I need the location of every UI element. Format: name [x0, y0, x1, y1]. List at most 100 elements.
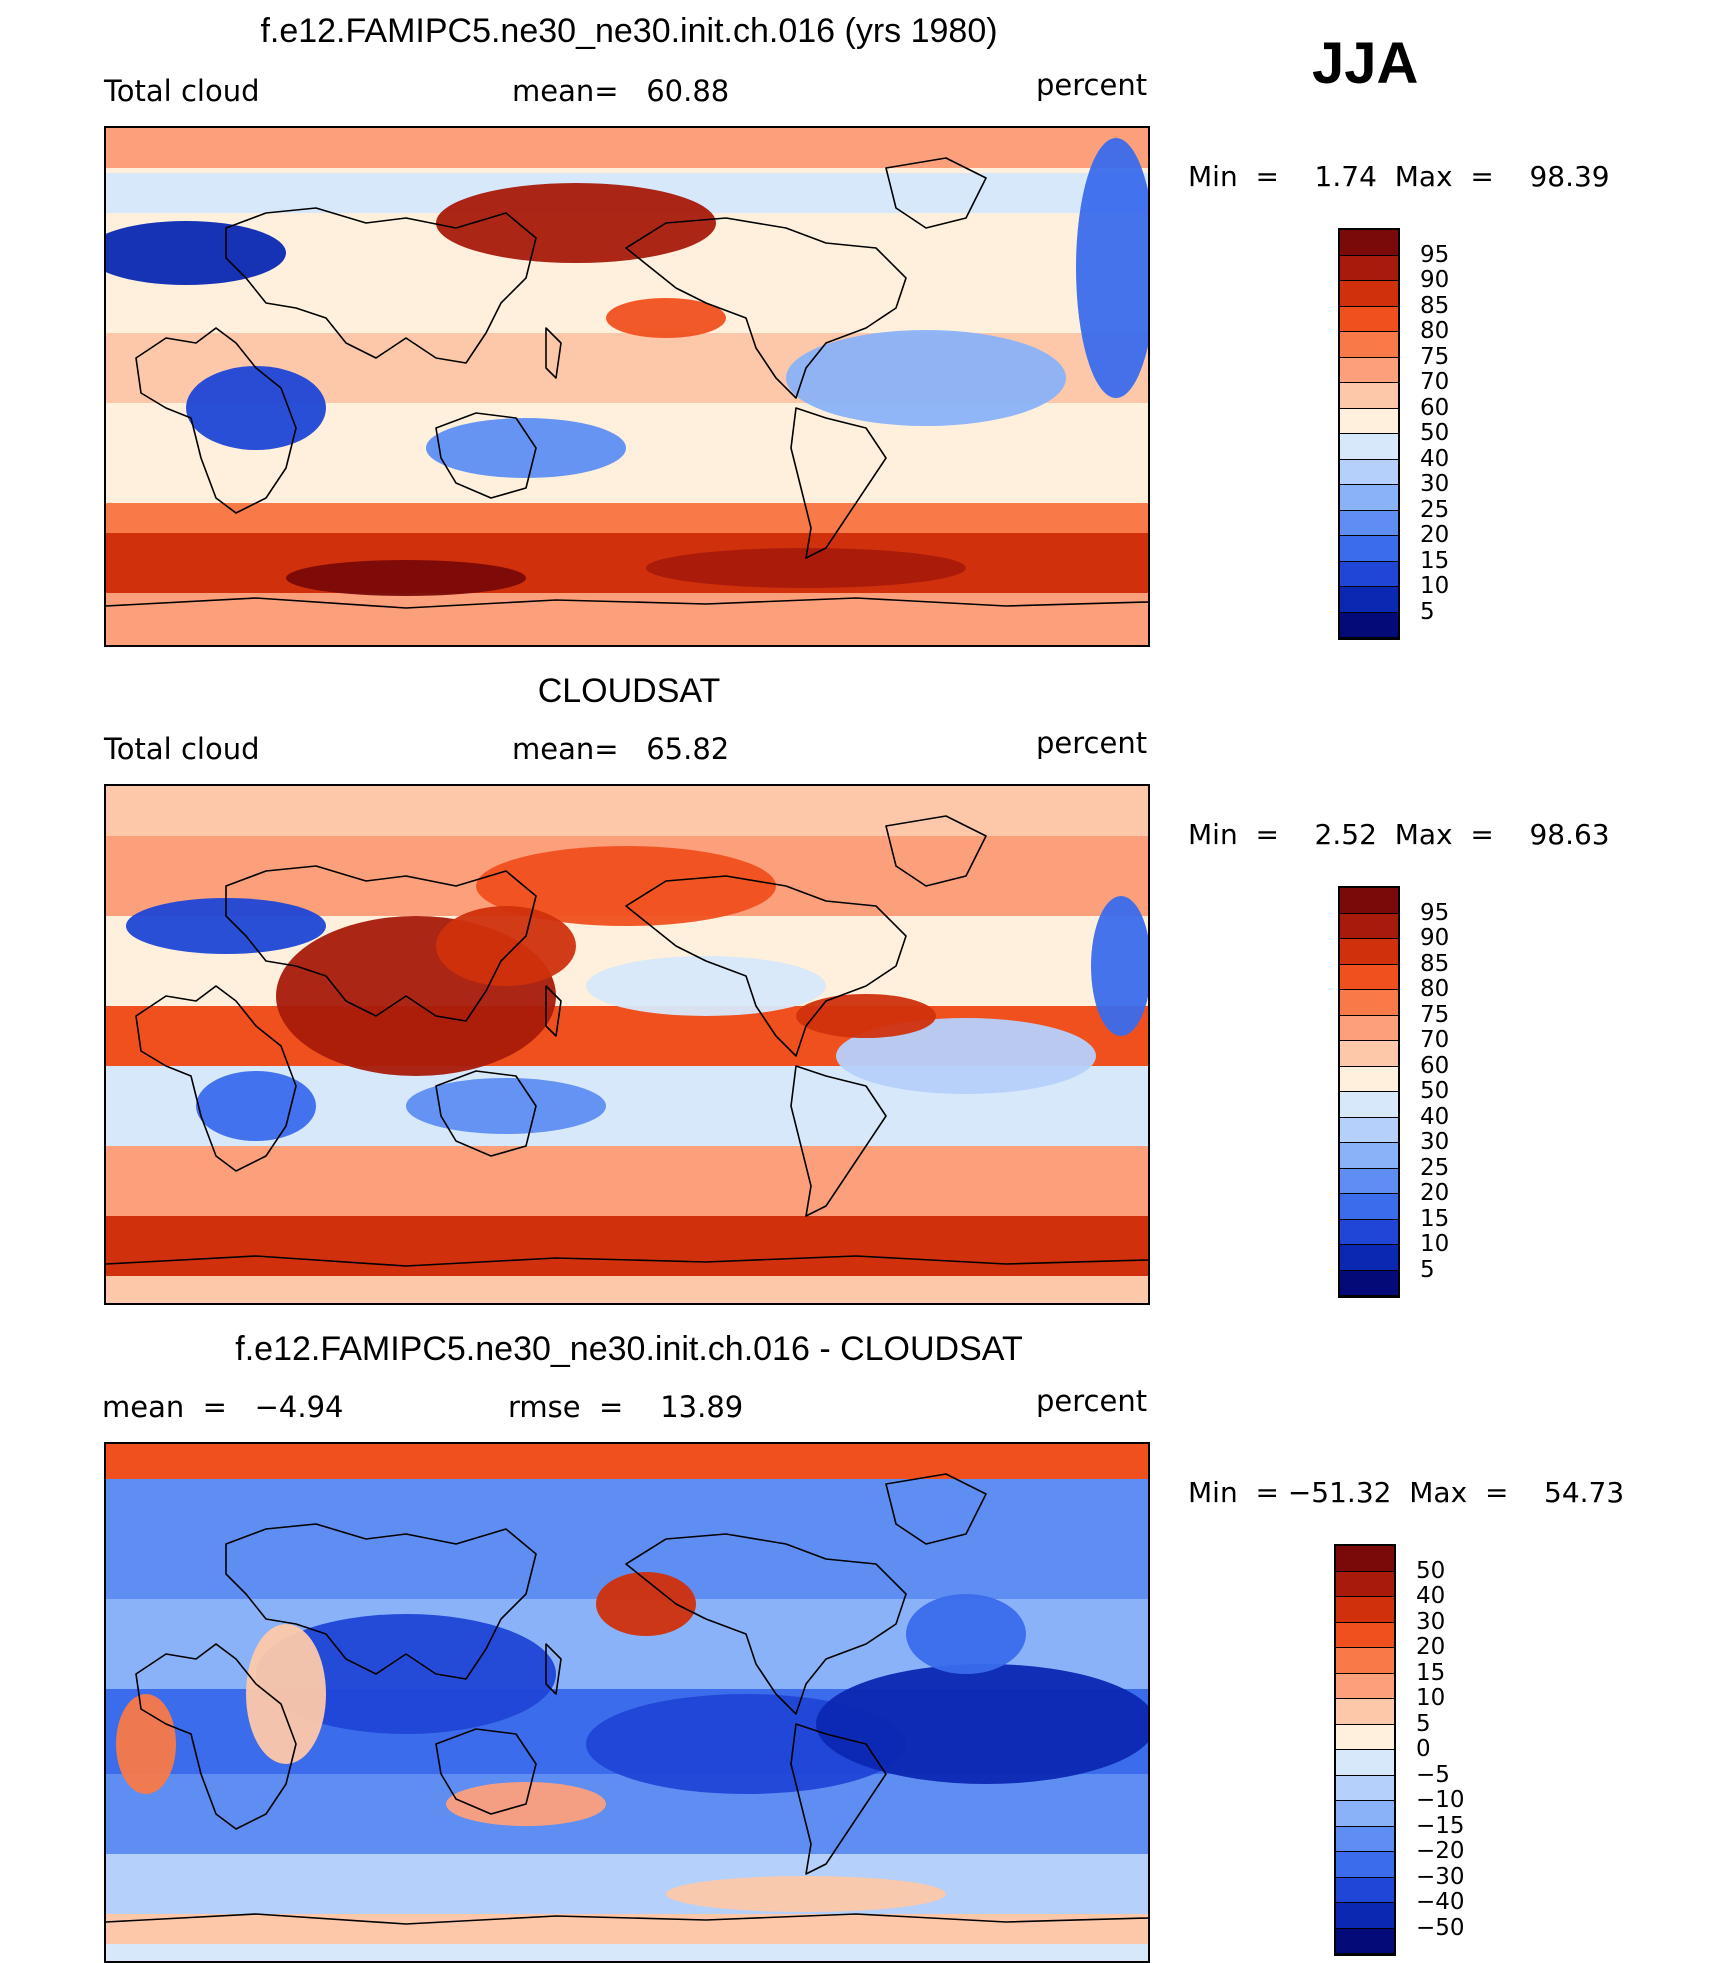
colorbar-label: 10 [1416, 1685, 1446, 1711]
panel-title-obs: CLOUDSAT [537, 672, 721, 710]
colorbar-label: 5 [1420, 598, 1435, 625]
colorbar-label: 80 [1420, 976, 1450, 1002]
colorbar-box [1340, 888, 1398, 914]
colorbar-label: −5 [1416, 1761, 1450, 1788]
colorbar-box [1336, 1852, 1394, 1878]
colorbar-box [1340, 561, 1398, 587]
colorbar-label: 30 [1416, 1608, 1446, 1635]
panel-left-text-obs: Total cloud [104, 732, 260, 766]
colorbar-label: 75 [1420, 1001, 1450, 1028]
colorbar-box [1340, 1270, 1398, 1296]
colorbar-box [1340, 1015, 1398, 1041]
minmax-model: Min = 1.74 Max = 98.39 [1188, 160, 1610, 193]
colorbar-box [1340, 1066, 1398, 1092]
colorbar-box [1336, 1750, 1394, 1776]
colorbar-box [1340, 939, 1398, 965]
minmax-diff: Min = −51.32 Max = 54.73 [1188, 1476, 1625, 1509]
colorbar-box [1340, 281, 1398, 307]
colorbar-box [1336, 1928, 1394, 1954]
colorbar-box [1340, 408, 1398, 434]
colorbar-label: 50 [1420, 420, 1450, 446]
minmax-obs: Min = 2.52 Max = 98.63 [1188, 818, 1610, 851]
colorbar-box [1340, 990, 1398, 1016]
colorbar-label: 30 [1420, 1129, 1450, 1155]
colorbar-box [1336, 1826, 1394, 1852]
colorbar-box [1336, 1699, 1394, 1725]
colorbar-box [1336, 1546, 1394, 1572]
obs-map [106, 786, 1148, 1303]
panel-title-model: f.e12.FAMIPC5.ne30_ne30.init.ch.016 (yrs… [260, 12, 998, 50]
colorbar-label: 40 [1420, 445, 1450, 472]
colorbar-label: 15 [1416, 1659, 1446, 1686]
colorbar-label: 40 [1416, 1583, 1446, 1609]
panel-mean-diff: mean = −4.94 [102, 1390, 344, 1424]
colorbar-label: 50 [1416, 1557, 1446, 1584]
season-label: JJA [1312, 31, 1419, 96]
colorbar-box [1336, 1775, 1394, 1801]
colorbar-label: 95 [1420, 899, 1450, 926]
colorbar-box [1340, 1092, 1398, 1118]
colorbar-box [1340, 434, 1398, 460]
colorbar-box [1340, 230, 1398, 256]
colorbar-label: −50 [1416, 1914, 1465, 1941]
panel-units-model: percent [1036, 68, 1148, 102]
colorbar-label: 0 [1416, 1736, 1431, 1762]
colorbar-box [1340, 612, 1398, 638]
colorbar-box [1336, 1724, 1394, 1750]
colorbar-label: 95 [1420, 241, 1450, 268]
colorbar-box [1340, 964, 1398, 990]
colorbar-box [1336, 1622, 1394, 1648]
panel-title-diff: f.e12.FAMIPC5.ne30_ne30.init.ch.016 - CL… [235, 1330, 1023, 1368]
colorbar-label: 85 [1420, 950, 1450, 977]
colorbar-box [1336, 1903, 1394, 1929]
colorbar-box [1336, 1877, 1394, 1903]
colorbar-label: 70 [1420, 369, 1450, 395]
colorbar-model: 95 90 85 80 75 70 60 50 40 30 25 20 15 10 5 [1338, 228, 1449, 640]
colorbar-label: 60 [1420, 394, 1450, 421]
diff-map [106, 1444, 1148, 1961]
panel-rmse-diff: rmse = 13.89 [508, 1390, 744, 1424]
map-panel-diff [104, 1442, 1150, 1963]
colorbar-obs: 95 90 85 80 75 70 60 50 40 30 25 20 15 10 5 [1338, 886, 1449, 1298]
colorbar-label: 20 [1420, 1180, 1450, 1206]
colorbar-label: 40 [1420, 1103, 1450, 1130]
colorbar-box [1340, 1245, 1398, 1271]
colorbar-label: 10 [1420, 1231, 1450, 1257]
model-map [106, 128, 1148, 645]
colorbar-box [1336, 1648, 1394, 1674]
colorbar-label: −10 [1416, 1787, 1465, 1813]
colorbar-label: 90 [1420, 925, 1450, 951]
colorbar-box [1340, 1041, 1398, 1067]
colorbar-label: 25 [1420, 1154, 1450, 1181]
colorbar-box [1336, 1571, 1394, 1597]
panel-mean-obs: mean= 65.82 [512, 732, 730, 766]
colorbar-label: 50 [1420, 1078, 1450, 1104]
colorbar-box [1340, 913, 1398, 939]
colorbar-box [1340, 1168, 1398, 1194]
colorbar-label: 80 [1420, 318, 1450, 344]
colorbar-label: −30 [1416, 1863, 1465, 1890]
colorbar-label: −40 [1416, 1889, 1465, 1915]
colorbar-box [1336, 1597, 1394, 1623]
colorbar-label: 85 [1420, 292, 1450, 319]
colorbar-box [1340, 1143, 1398, 1169]
colorbar-label: −15 [1416, 1812, 1465, 1839]
colorbar-box [1340, 255, 1398, 281]
colorbar-label: 90 [1420, 267, 1450, 293]
colorbar-box [1340, 1117, 1398, 1143]
panel-mean-model: mean= 60.88 [512, 74, 730, 108]
colorbar-diff: 50 40 30 20 15 10 5 0 −5 −10 −15 −20 −30 −40 −50 [1334, 1544, 1465, 1956]
colorbar-box [1340, 357, 1398, 383]
colorbar-box [1340, 587, 1398, 613]
colorbar-label: 20 [1420, 522, 1450, 548]
colorbar-label: 15 [1420, 547, 1450, 574]
panel-units-diff: percent [1036, 1384, 1148, 1418]
colorbar-box [1340, 510, 1398, 536]
colorbar-box [1340, 332, 1398, 358]
colorbar-box [1340, 306, 1398, 332]
colorbar-label: 10 [1420, 573, 1450, 599]
colorbar-label: 70 [1420, 1027, 1450, 1053]
colorbar-label: 25 [1420, 496, 1450, 523]
colorbar-label: 5 [1416, 1710, 1431, 1737]
colorbar-label: −20 [1416, 1838, 1465, 1864]
